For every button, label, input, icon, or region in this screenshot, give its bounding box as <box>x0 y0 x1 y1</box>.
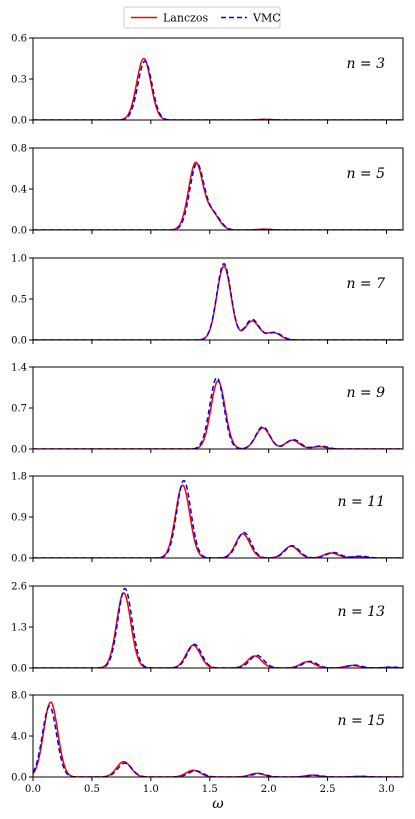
panel-label: n = 9 <box>346 385 385 401</box>
y-tick-label: 8.0 <box>11 691 27 702</box>
y-tick-label: 0.5 <box>11 295 27 306</box>
y-tick-label: 0.0 <box>11 773 27 784</box>
panel-frame <box>32 694 404 778</box>
panel-frame <box>32 475 404 559</box>
panel-2: 0.0 0.4 0.8 n = 5 <box>11 144 404 237</box>
panel-label: n = 5 <box>346 166 385 182</box>
y-tick-label: 0.0 <box>11 116 27 127</box>
x-tick-label: 0.5 <box>84 784 100 795</box>
y-tick-label: 1.4 <box>11 363 27 374</box>
x-tick-label: 1.5 <box>202 784 218 795</box>
y-tick-label: 1.3 <box>11 623 27 634</box>
x-tick-label: 1.0 <box>143 784 159 795</box>
y-tick-label: 0.6 <box>11 34 27 45</box>
x-axis-label: ω <box>212 796 224 812</box>
panel-3: 0.0 0.5 1.0 n = 7 <box>11 254 404 347</box>
y-tick-label: 0.0 <box>11 226 27 237</box>
panel-1: 0.0 0.3 0.6 n = 3 <box>11 34 404 127</box>
y-tick-label: 0.8 <box>11 144 27 155</box>
panel-label: n = 7 <box>346 276 385 292</box>
x-tick-label: 0.0 <box>25 784 41 795</box>
panel-frame <box>32 37 404 121</box>
x-tick-label: 2.0 <box>261 784 277 795</box>
series-vmc-line <box>33 587 403 668</box>
series-vmc-line <box>33 479 403 558</box>
legend: Lanczos VMC <box>123 6 281 29</box>
y-tick-label: 2.6 <box>11 582 27 593</box>
panel-label: n = 3 <box>346 56 385 72</box>
x-tick-label: 3.0 <box>379 784 395 795</box>
y-tick-label: 0.0 <box>11 445 27 456</box>
x-tick-label: 2.5 <box>320 784 336 795</box>
panel-label: n = 15 <box>338 713 386 729</box>
series-vmc-line <box>33 162 403 230</box>
y-tick-label: 1.8 <box>11 472 27 483</box>
y-tick-label: 0.4 <box>11 185 27 196</box>
panel-label: n = 13 <box>338 604 386 620</box>
legend-frame <box>123 6 281 29</box>
y-tick-label: 4.0 <box>11 732 27 743</box>
y-tick-label: 0.7 <box>11 404 27 415</box>
y-tick-label: 0.0 <box>11 554 27 565</box>
y-tick-label: 1.0 <box>11 254 27 265</box>
panel-6: 0.0 1.3 2.6 n = 13 <box>11 582 404 675</box>
legend-lanczos-label: Lanczos <box>163 12 209 25</box>
y-tick-label: 0.3 <box>11 75 27 86</box>
legend-vmc-label: VMC <box>252 12 281 25</box>
panel-5: 0.0 0.9 1.8 n = 11 <box>11 472 404 565</box>
panel-4: 0.0 0.7 1.4 n = 9 <box>11 363 404 456</box>
panel-7: 0.0 4.0 8.0 0.0 0.5 1.0 1.5 2.0 2.5 3.0 n = 15 <box>11 691 404 795</box>
panels: 0.0 0.3 0.6 n = 3 0.0 0.4 0.8 n = 5 0.0 0.5 1.0 n =… <box>11 34 404 795</box>
panel-frame <box>32 257 404 341</box>
panel-frame <box>32 585 404 669</box>
y-tick-label: 0.0 <box>11 336 27 347</box>
y-tick-label: 0.0 <box>11 664 27 675</box>
panel-label: n = 11 <box>338 494 385 510</box>
y-tick-label: 0.9 <box>11 513 27 524</box>
series-vmc-line <box>33 263 403 340</box>
